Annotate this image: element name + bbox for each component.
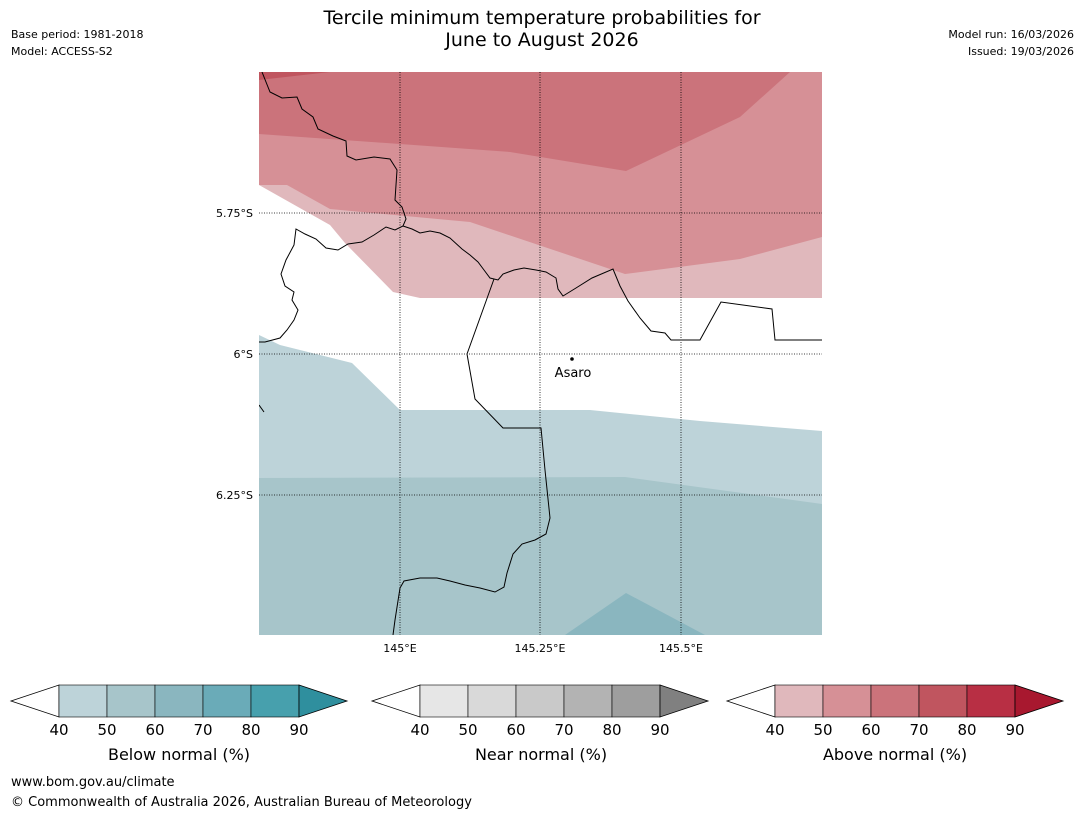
colorbar-tick-label: 90 [650, 721, 669, 739]
colorbar-segment [563, 684, 613, 718]
lon-label-145: 145°E [383, 642, 416, 655]
issued-date: Issued: 19/03/2026 [967, 45, 1074, 58]
footer-copyright: © Commonwealth of Australia 2026, Austra… [11, 795, 472, 810]
title-line-1: Tercile minimum temperature probabilitie… [323, 7, 761, 29]
above-normal-title: Above normal (%) [822, 745, 968, 764]
colorbar-tick-label: 40 [765, 721, 784, 739]
colorbar-tick-label: 60 [145, 721, 164, 739]
colorbar-tick-label: 50 [97, 721, 116, 739]
colorbar-segment [918, 684, 968, 718]
colorbar-tick-label: 70 [554, 721, 573, 739]
above-normal-70-80-region [259, 72, 330, 80]
model-run: Model run: 16/03/2026 [948, 28, 1074, 41]
colorbar-low-extend [9, 684, 60, 718]
coastline [259, 72, 407, 343]
colorbar-tick-label: 60 [506, 721, 525, 739]
colorbar-tick-label: 50 [458, 721, 477, 739]
lat-label-575: 5.75°S [216, 207, 253, 220]
colorbar-segment [611, 684, 661, 718]
colorbar-tick-label: 70 [909, 721, 928, 739]
colorbar-segment [822, 684, 872, 718]
place-label-asaro: Asaro [555, 366, 592, 381]
map-canvas: Asaro 5.75°S 6°S 6.25°S 145°E 145.25°E 1… [216, 72, 822, 655]
base-period: Base period: 1981-2018 [11, 28, 144, 41]
colorbar-below-normal: 40 50 60 70 80 90 [9, 684, 349, 739]
colorbar-tick-label: 80 [957, 721, 976, 739]
above-normal-60-70-region [259, 72, 790, 171]
colorbar-high-extend [1014, 684, 1065, 718]
colorbar-tick-label: 70 [193, 721, 212, 739]
colorbar-tick-label: 80 [241, 721, 260, 739]
lat-label-625: 6.25°S [216, 489, 253, 502]
colorbar-high-extend [659, 684, 710, 718]
ridge-border [402, 225, 822, 341]
lon-label-14525: 145.25°E [515, 642, 566, 655]
coastline-segment [259, 404, 265, 413]
colorbar-tick-label: 90 [289, 721, 308, 739]
lon-label-1455: 145.5°E [659, 642, 703, 655]
colorbar-tick-label: 80 [602, 721, 621, 739]
colorbar-segment [154, 684, 204, 718]
colorbar-segment [419, 684, 469, 718]
below-normal-60-70-region [565, 593, 705, 635]
colorbar-near-normal: 40 50 60 70 80 90 [370, 684, 710, 739]
province-border [392, 278, 551, 635]
colorbar-segment [58, 684, 108, 718]
footer-url: www.bom.gov.au/climate [11, 775, 175, 790]
colorbar-segment [966, 684, 1016, 718]
metadata-right: Model run: 16/03/2026 Issued: 19/03/2026 [948, 26, 1074, 60]
colorbar-tick-label: 60 [861, 721, 880, 739]
colorbar-high-extend [298, 684, 349, 718]
colorbar-above-normal: 40 50 60 70 80 90 [725, 684, 1065, 739]
colorbar-segment [250, 684, 300, 718]
colorbar-low-extend [725, 684, 776, 718]
colorbar-low-extend [370, 684, 421, 718]
colorbar-segment [106, 684, 156, 718]
colorbar-tick-label: 90 [1005, 721, 1024, 739]
below-normal-50-60-region [259, 477, 822, 635]
lat-label-6: 6°S [234, 348, 253, 361]
title-line-2: June to August 2026 [445, 29, 639, 51]
asaro-marker [570, 357, 574, 361]
colorbar-segment [774, 684, 824, 718]
colorbar-segment [202, 684, 252, 718]
map-title: Tercile minimum temperature probabilitie… [242, 7, 842, 51]
below-normal-title: Below normal (%) [107, 745, 251, 764]
model-name: Model: ACCESS-S2 [11, 45, 113, 58]
colorbar-tick-label: 50 [813, 721, 832, 739]
near-normal-title: Near normal (%) [474, 745, 608, 764]
colorbar-segment [870, 684, 920, 718]
colorbar-segment [467, 684, 517, 718]
colorbar-tick-label: 40 [49, 721, 68, 739]
colorbar-tick-label: 40 [410, 721, 429, 739]
colorbar-segment [515, 684, 565, 718]
metadata-left: Base period: 1981-2018 Model: ACCESS-S2 [11, 26, 143, 60]
